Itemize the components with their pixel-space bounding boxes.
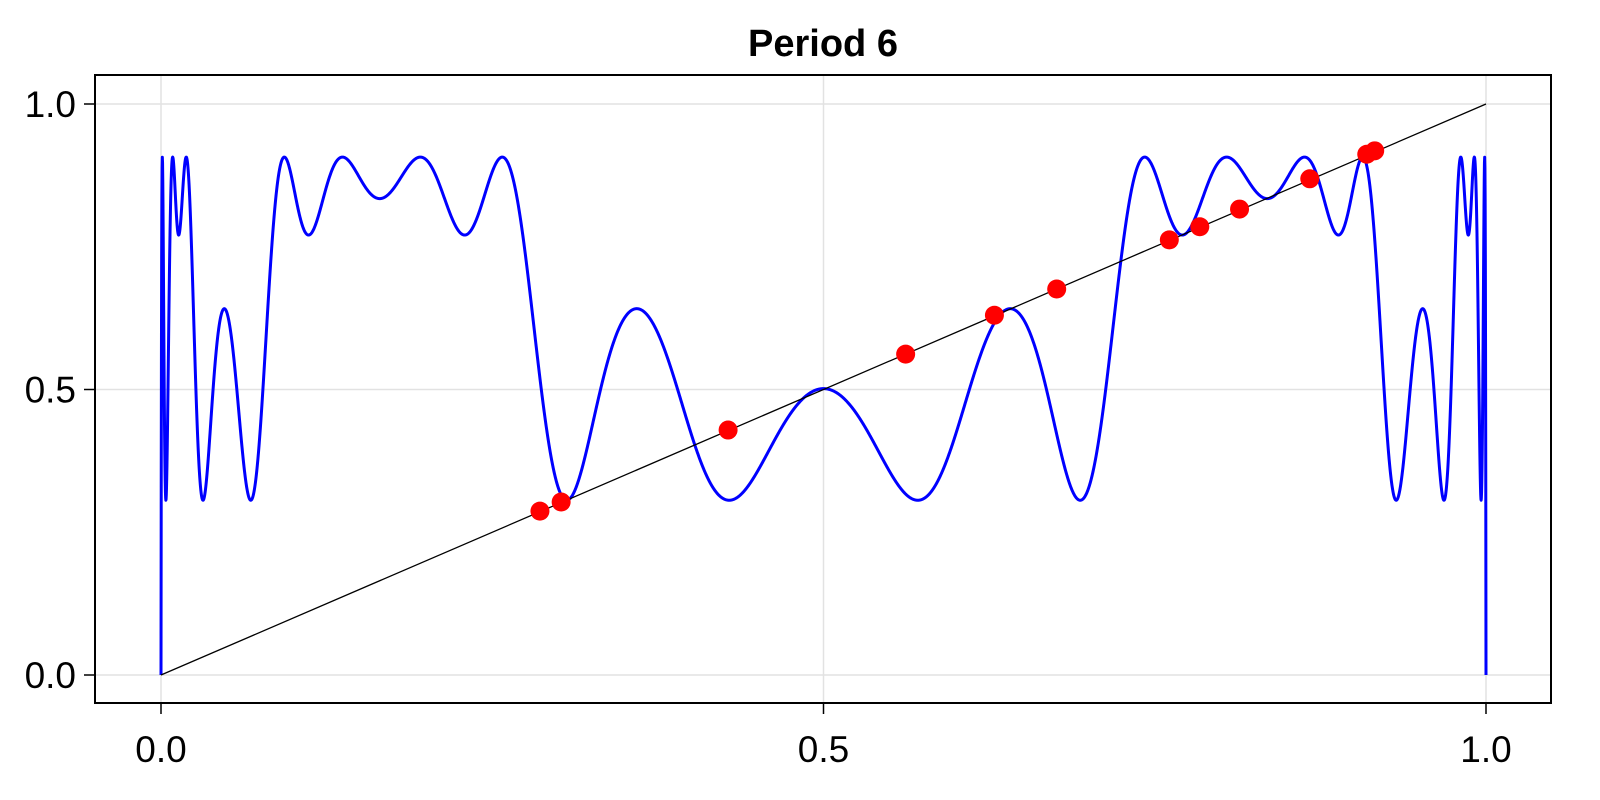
chart-title: Period 6: [748, 23, 898, 65]
fixed-point-marker: [718, 420, 738, 440]
plot-area: [159, 103, 1488, 676]
y-tick-label: 0.5: [25, 370, 76, 411]
fixed-point-marker: [984, 305, 1004, 325]
identity-line: [160, 103, 1487, 676]
fixed-point-marker: [1300, 169, 1320, 189]
x-tick-label: 0.0: [135, 729, 186, 770]
fixed-point-marker: [1230, 199, 1250, 219]
fixed-point-marker: [1190, 217, 1210, 237]
iterated-map-curve: [159, 155, 1488, 676]
y-tick-label: 0.0: [25, 655, 76, 696]
y-axis: 0.0 0.5 1.0: [25, 84, 95, 696]
x-axis: 0.0 0.5 1.0: [135, 703, 1512, 770]
fixed-point-marker: [1047, 279, 1067, 299]
fixed-point-marker: [530, 501, 550, 521]
fixed-point-marker: [1159, 230, 1179, 250]
fixed-point-marker: [1365, 141, 1385, 161]
x-tick-label: 0.5: [798, 729, 849, 770]
fixed-point-marker: [896, 344, 916, 364]
fixed-point-marker: [551, 492, 571, 512]
x-tick-label: 1.0: [1460, 729, 1511, 770]
y-tick-label: 1.0: [25, 84, 76, 125]
